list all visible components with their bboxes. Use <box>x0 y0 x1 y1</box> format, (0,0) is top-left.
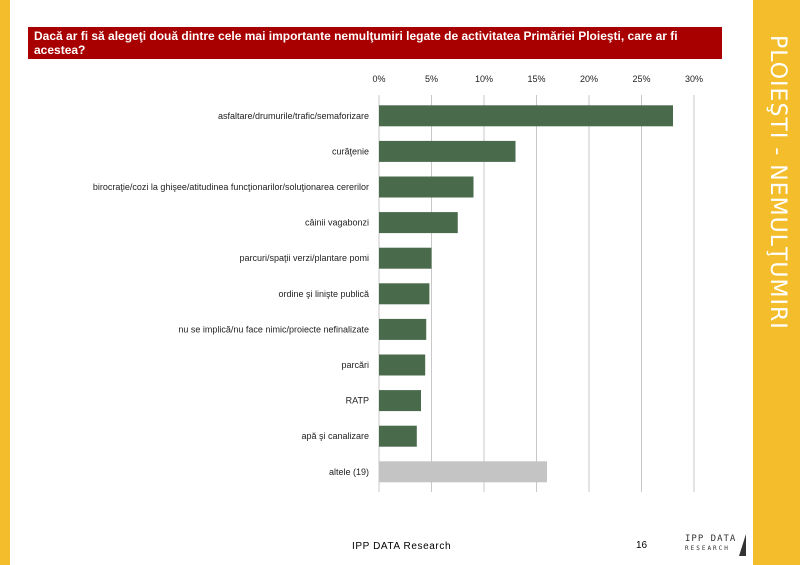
logo-text-bottom: RESEARCH <box>685 545 730 552</box>
logo-text-top: IPP DATA <box>685 534 737 544</box>
logo-mark-icon <box>739 534 746 556</box>
company-logo: IPP DATA RESEARCH <box>685 534 751 558</box>
bar <box>379 140 516 162</box>
category-label: apă şi canalizare <box>301 431 369 441</box>
bar <box>379 283 430 305</box>
bar <box>379 461 547 483</box>
page-number: 16 <box>636 540 648 551</box>
category-label: asfaltare/drumurile/trafic/semaforizare <box>218 111 369 121</box>
x-tick-label: 0% <box>372 74 385 84</box>
x-tick-label: 30% <box>685 74 703 84</box>
bar <box>379 105 673 127</box>
x-tick-label: 15% <box>527 74 545 84</box>
category-label: curăţenie <box>332 146 369 156</box>
category-label: birocraţie/cozi la ghişee/atitudinea fun… <box>93 182 369 192</box>
x-tick-label: 5% <box>425 74 438 84</box>
bar <box>379 354 426 376</box>
category-label: parcări <box>341 360 369 370</box>
category-label: altele (19) <box>329 467 369 477</box>
category-label: câinii vagabonzi <box>305 218 369 228</box>
bar <box>379 176 474 198</box>
category-label: ordine şi linişte publică <box>278 289 369 299</box>
bar <box>379 247 432 269</box>
category-label: parcuri/spaţii verzi/plantare pomi <box>239 253 369 263</box>
bar <box>379 318 427 340</box>
category-label: RATP <box>346 396 369 406</box>
bar <box>379 390 421 412</box>
question-text: Dacă ar fi să alegeţi două dintre cele m… <box>34 29 678 57</box>
bar <box>379 425 417 447</box>
footer-company: IPP DATA Research <box>352 541 452 552</box>
right-accent-panel <box>753 0 800 565</box>
question-header: Dacă ar fi să alegeţi două dintre cele m… <box>28 27 722 59</box>
x-tick-label: 20% <box>580 74 598 84</box>
left-accent-strip <box>0 0 10 565</box>
x-tick-label: 25% <box>632 74 650 84</box>
x-tick-label: 10% <box>475 74 493 84</box>
category-label: nu se implică/nu face nimic/proiecte nef… <box>178 324 369 334</box>
bar <box>379 212 458 234</box>
